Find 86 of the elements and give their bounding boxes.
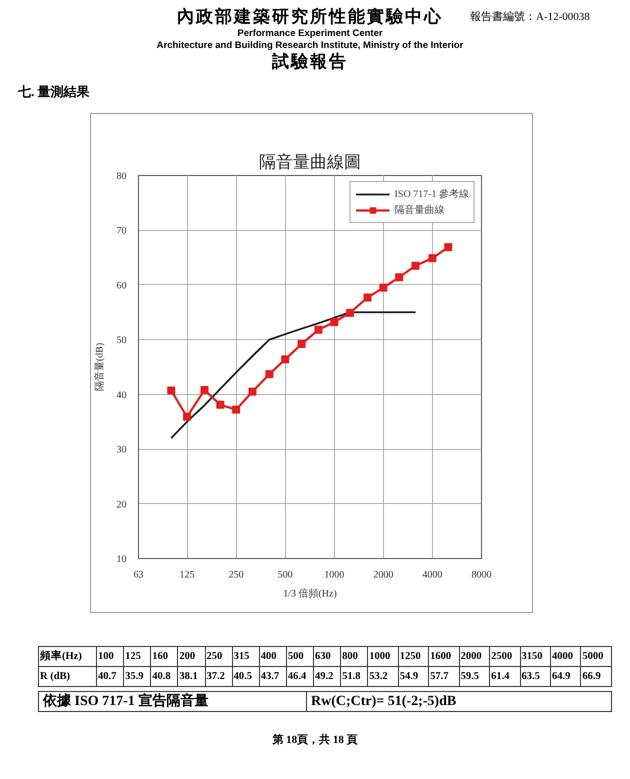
text: 第 18頁，共 18 頁	[271, 733, 359, 748]
text: 試驗報告	[270, 51, 349, 73]
text: 160	[150, 646, 178, 666]
text: 800	[340, 646, 368, 666]
y-axis-title: 隔音量(dB)	[94, 342, 106, 392]
x-tick-label: 4000	[422, 570, 442, 580]
y-tick-label: 20	[116, 499, 126, 510]
point	[298, 340, 306, 348]
text: 3150	[520, 646, 550, 666]
text: 35.9	[124, 666, 151, 686]
text: 200	[178, 646, 205, 666]
point	[444, 243, 452, 252]
point	[281, 355, 290, 364]
text: 1000	[368, 646, 398, 666]
y-tick-label: 80	[116, 171, 126, 182]
text: 57.7	[428, 666, 460, 686]
x-tick-label: 63	[134, 570, 144, 580]
text: 1250	[398, 646, 429, 666]
text: 49.2	[314, 666, 341, 686]
point	[216, 400, 224, 409]
x-tick-label: 8000	[472, 570, 492, 580]
text: 61.4	[490, 666, 520, 686]
text: 報告書編號：A-12-00038	[470, 10, 590, 25]
text: 54.9	[398, 666, 429, 686]
text: 40.8	[150, 666, 178, 686]
point	[167, 386, 176, 395]
point	[330, 318, 338, 326]
x-tick-label: 1000	[324, 570, 344, 580]
text: 43.7	[259, 666, 286, 686]
text: Performance Experiment Center	[236, 27, 384, 41]
point	[183, 412, 192, 421]
text: 500	[286, 646, 314, 666]
text: 100	[96, 646, 124, 666]
text: 內政部建築研究所性能實驗中心	[177, 7, 443, 26]
text: 38.1	[178, 666, 205, 686]
y-tick-label: 10	[116, 554, 126, 565]
text: 4000	[550, 646, 581, 666]
point	[395, 273, 404, 282]
x-tick-label: 125	[180, 570, 195, 580]
x-tick-label: 250	[228, 570, 244, 580]
text: 250	[205, 646, 232, 666]
text: 51.8	[340, 666, 368, 686]
text: 400	[259, 646, 286, 666]
point	[428, 254, 436, 262]
y-tick-label: 60	[116, 280, 126, 292]
text: Rw(C;Ctr)= 51(-2;-5)dB	[306, 692, 612, 712]
text: 40.7	[96, 666, 124, 686]
text: 66.9	[580, 666, 612, 686]
text: Architecture and Building Research Institute, Ministry of the Interior	[156, 39, 464, 52]
text: 依據 ISO 717-1 宣告隔音量	[38, 692, 306, 712]
point	[200, 386, 208, 394]
text: 53.2	[368, 666, 398, 686]
point	[232, 406, 240, 414]
text: 頻率(Hz)	[38, 646, 96, 666]
x-tick-label: 500	[278, 570, 293, 580]
x-tick-label: 2000	[373, 570, 394, 580]
text: 七. 量測結果	[18, 83, 90, 101]
text: 59.5	[459, 666, 490, 686]
point	[412, 262, 420, 270]
point	[379, 284, 388, 292]
point	[248, 388, 256, 396]
x-axis-title: 1/3 倍頻(Hz)	[283, 588, 337, 600]
text: 5000	[580, 646, 612, 666]
point	[364, 294, 372, 302]
text: 1600	[428, 646, 460, 666]
y-tick-label: 70	[116, 226, 126, 237]
text: R (dB)	[38, 666, 96, 686]
point	[265, 370, 274, 378]
text: 46.4	[286, 666, 314, 686]
text: 40.5	[232, 666, 260, 686]
text: 64.9	[550, 666, 581, 686]
legend-label: 隔音量曲線	[394, 204, 445, 217]
text: 2500	[490, 646, 520, 666]
chart-title: 隔音量曲線圖	[259, 152, 361, 172]
text: 125	[124, 646, 151, 666]
legend-label: ISO 717-1 參考線	[394, 188, 469, 201]
point	[314, 326, 322, 334]
text: 37.2	[205, 666, 232, 686]
point	[346, 308, 354, 317]
y-tick-label: 30	[116, 444, 126, 456]
y-tick-label: 50	[116, 335, 126, 346]
y-tick-label: 40	[116, 390, 126, 401]
text: 315	[232, 646, 260, 666]
text: 2000	[459, 646, 490, 666]
text: 63.5	[520, 666, 550, 686]
text: 630	[314, 646, 341, 666]
